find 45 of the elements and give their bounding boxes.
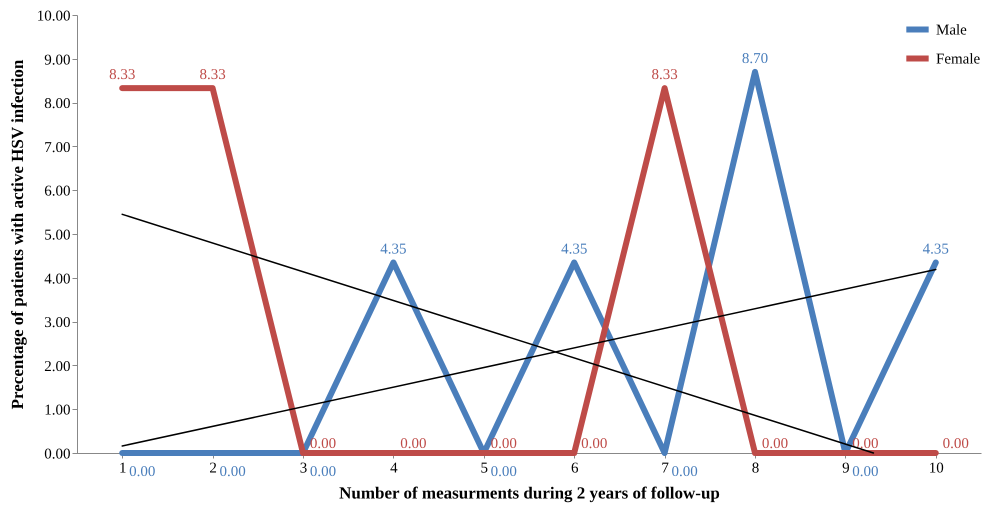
y-tick-label: 1.00	[44, 402, 70, 419]
x-tick-label: 6	[570, 460, 579, 476]
data-label: 4.35	[380, 241, 407, 258]
data-label: 0.00	[490, 464, 517, 480]
data-label: 0.00	[942, 436, 969, 452]
x-tick-label: 9	[842, 460, 850, 476]
y-tick-label: 9.00	[44, 52, 70, 68]
data-label: 0.00	[219, 464, 246, 480]
x-tick-label: 3	[300, 460, 308, 476]
y-tick-label: 2.00	[44, 358, 70, 375]
x-tick-label: 4	[390, 460, 398, 476]
y-tick-label: 10.00	[36, 8, 70, 24]
data-label: 0.00	[400, 436, 427, 452]
y-tick-label: 3.00	[44, 315, 70, 332]
x-tick-label: 7	[661, 460, 670, 476]
data-label: 0.00	[762, 436, 788, 452]
legend-label: Female	[936, 52, 980, 68]
data-label: 8.33	[109, 67, 136, 84]
data-label: 8.70	[742, 50, 768, 67]
x-tick-label: 1	[118, 460, 126, 476]
data-label: 8.33	[199, 67, 226, 84]
y-axis-title: Precentage of patients with active HSV infection	[8, 59, 27, 410]
x-tick-label: 10	[928, 460, 944, 476]
data-label: 4.35	[922, 241, 949, 258]
x-axis-title: Number of measurments during 2 years of follow-up	[339, 484, 720, 502]
data-label: 0.00	[581, 436, 608, 452]
y-tick-label: 7.00	[44, 140, 70, 156]
data-label: 4.35	[561, 241, 588, 258]
y-tick-label: 4.00	[44, 271, 70, 288]
data-label: 0.00	[490, 436, 517, 452]
y-tick-label: 5.00	[44, 228, 70, 244]
x-tick-label: 8	[752, 460, 760, 476]
data-label: 0.00	[310, 464, 336, 480]
x-tick-label: 2	[209, 460, 217, 476]
data-label: 0.00	[671, 464, 698, 480]
x-tick-label: 5	[480, 460, 488, 476]
data-label: 0.00	[129, 464, 156, 480]
data-label: 0.00	[852, 436, 879, 452]
data-label: 0.00	[852, 464, 879, 480]
y-tick-label: 6.00	[44, 184, 70, 200]
y-tick-label: 0.00	[44, 446, 70, 462]
legend-label: Male	[936, 22, 968, 38]
data-label: 8.33	[651, 67, 678, 84]
data-label: 0.00	[310, 436, 336, 452]
y-tick-label: 8.00	[44, 96, 70, 112]
